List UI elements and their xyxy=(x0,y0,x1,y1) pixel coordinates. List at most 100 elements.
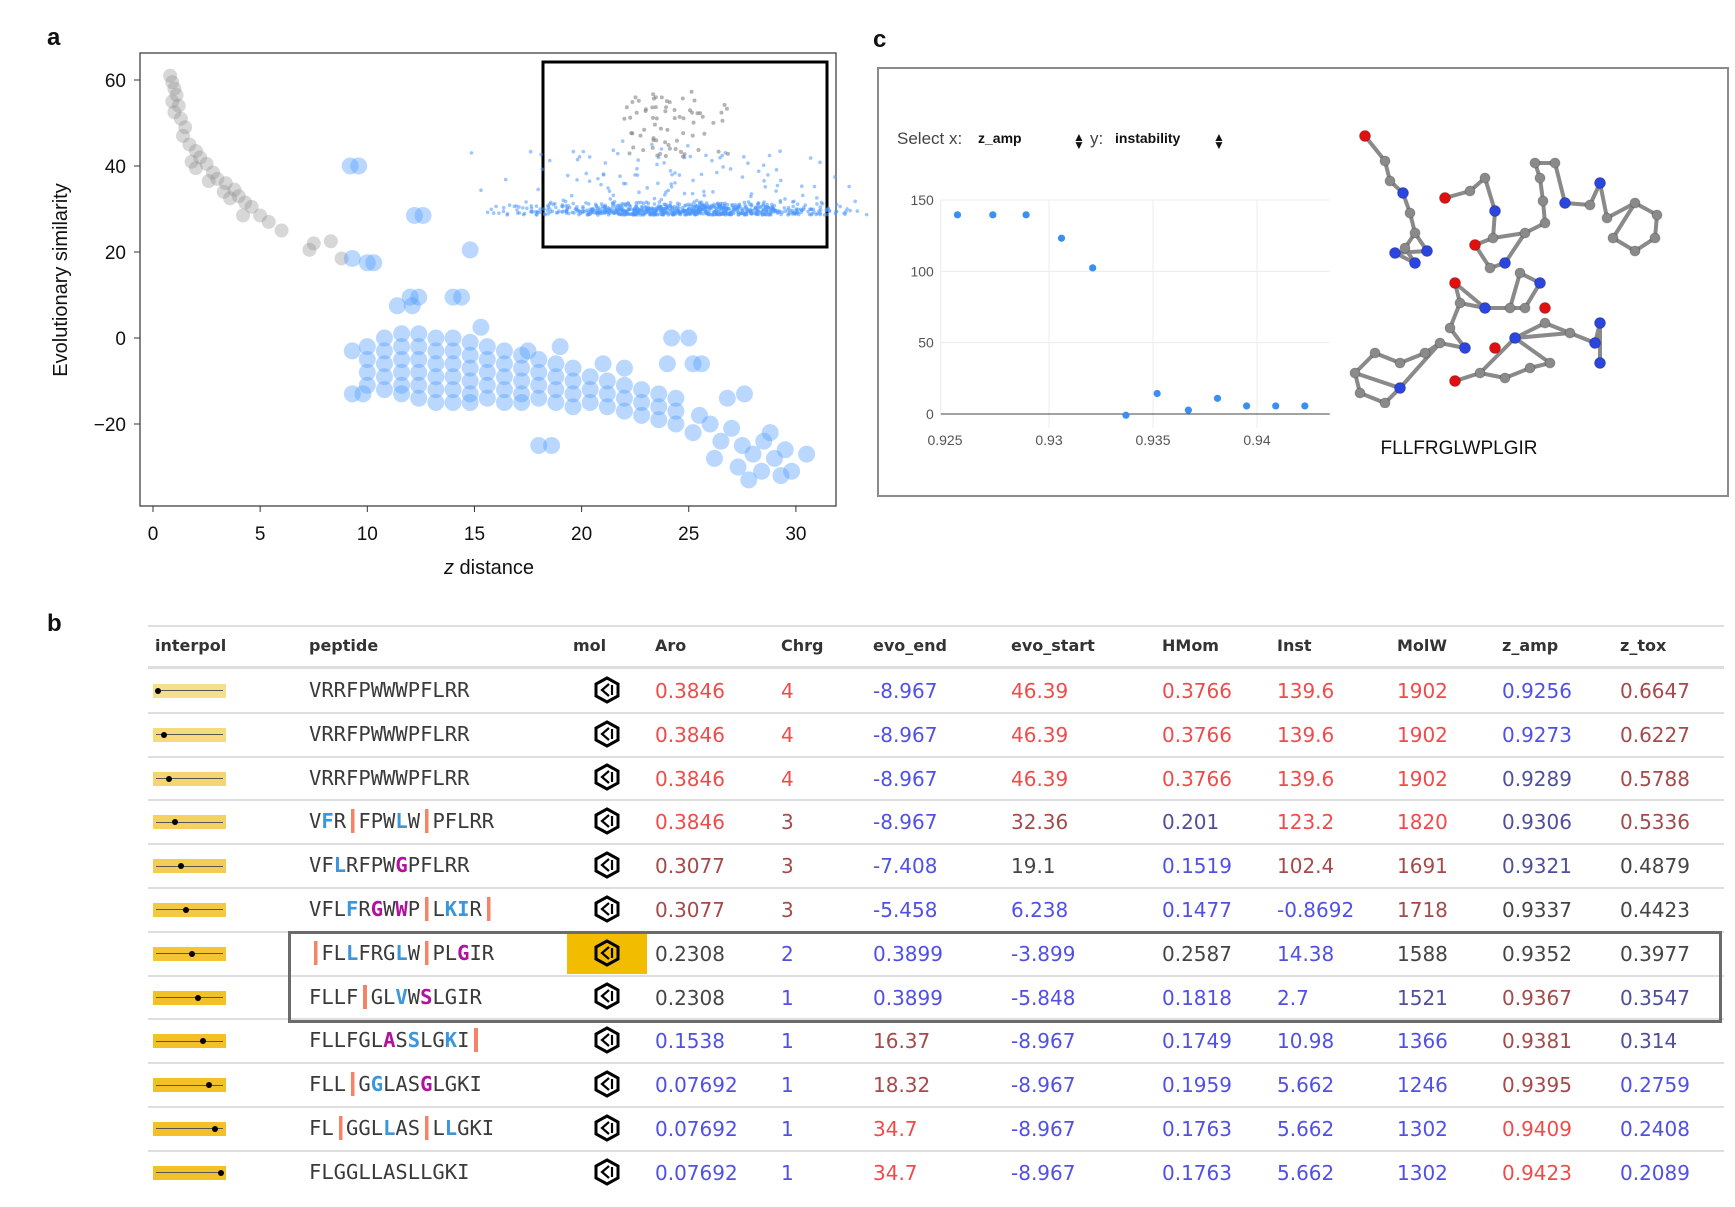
data-point[interactable] xyxy=(989,211,997,219)
column-header-z-amp[interactable]: z_amp xyxy=(1502,636,1559,655)
view-molecule-button[interactable] xyxy=(567,976,647,1018)
blue-point xyxy=(658,355,676,373)
data-point[interactable] xyxy=(1243,402,1251,410)
inset-blue-point xyxy=(710,158,714,163)
view-molecule-button[interactable] xyxy=(567,1019,647,1061)
cell-z-tox: 0.6647 xyxy=(1620,678,1690,703)
blue-point xyxy=(461,333,479,351)
inset-blue-point xyxy=(670,172,674,177)
gray-point xyxy=(210,171,225,186)
gray-point xyxy=(188,143,203,158)
column-header-mol[interactable]: mol xyxy=(573,636,607,655)
inset-gray-point xyxy=(682,152,687,157)
inset-blue-point xyxy=(575,209,580,213)
inset-gray-point xyxy=(716,149,721,154)
view-molecule-button[interactable] xyxy=(567,713,647,755)
slider-dot xyxy=(189,950,196,957)
column-header-interpol[interactable]: interpol xyxy=(155,636,227,655)
inset-blue-point xyxy=(690,191,695,196)
atom-N xyxy=(1479,302,1491,314)
atom-N xyxy=(1534,277,1546,289)
view-molecule-button[interactable] xyxy=(567,1151,647,1193)
inset-blue-point xyxy=(725,202,730,207)
inset-gray-point xyxy=(631,145,636,150)
inset-blue-point xyxy=(762,179,766,183)
inset-blue-point xyxy=(820,202,825,206)
inset-blue-point xyxy=(791,204,795,209)
inset-gray-point xyxy=(630,131,635,136)
view-molecule-button[interactable] xyxy=(567,1063,647,1105)
blue-point xyxy=(753,462,771,480)
atom-C xyxy=(1504,302,1516,314)
blue-point xyxy=(633,394,651,411)
inset-blue-point xyxy=(834,202,839,207)
select-y-dropdown[interactable]: instability ▲ ▼ xyxy=(1115,130,1225,151)
inset-blue-point xyxy=(711,190,715,194)
data-point[interactable] xyxy=(953,211,962,219)
y-tick-label: 0 xyxy=(926,406,934,422)
plot-frame xyxy=(139,52,837,507)
inset-blue-point xyxy=(749,192,754,196)
inset-blue-point xyxy=(546,203,550,208)
bond xyxy=(1606,201,1636,220)
inset-blue-point xyxy=(800,193,805,198)
data-point[interactable] xyxy=(1022,211,1030,219)
view-molecule-button[interactable] xyxy=(567,669,647,711)
data-point[interactable] xyxy=(1057,234,1066,242)
atom-C xyxy=(1384,175,1396,187)
column-header-evo-start[interactable]: evo_start xyxy=(1011,636,1095,655)
sequence-segment: PL xyxy=(432,940,458,965)
molecule-3d-view[interactable] xyxy=(1340,128,1690,408)
inset-points xyxy=(469,89,869,217)
cell-z-amp: 0.9381 xyxy=(1502,1029,1572,1054)
inset-gray-point xyxy=(702,131,707,136)
column-header-z-tox[interactable]: z_tox xyxy=(1620,636,1667,655)
inset-blue-point xyxy=(809,207,814,212)
data-point[interactable] xyxy=(1153,389,1161,398)
data-point[interactable] xyxy=(1272,402,1280,410)
view-molecule-button[interactable] xyxy=(567,800,647,842)
inset-blue-point xyxy=(564,209,569,213)
cell-chrg: 1 xyxy=(781,1160,794,1185)
data-point[interactable] xyxy=(1301,402,1309,410)
data-point[interactable] xyxy=(1089,264,1097,272)
select-x-dropdown[interactable]: z_amp ▲ ▼ xyxy=(978,130,1085,151)
inset-blue-point xyxy=(602,204,607,209)
inset-gray-point xyxy=(651,92,656,97)
view-molecule-button[interactable] xyxy=(567,888,647,930)
inset-gray-point xyxy=(681,116,686,121)
column-header-molw[interactable]: MolW xyxy=(1397,636,1448,655)
inset-blue-point xyxy=(618,174,622,179)
inset-blue-point xyxy=(687,211,691,216)
column-header-peptide[interactable]: peptide xyxy=(309,636,379,655)
column-header-aro[interactable]: Aro xyxy=(655,636,687,655)
cell-aro: 0.1538 xyxy=(655,1029,725,1054)
data-point[interactable] xyxy=(1213,394,1222,402)
column-header-chrg[interactable]: Chrg xyxy=(781,636,824,655)
inset-gray-point xyxy=(652,122,657,127)
column-header-hmom[interactable]: HMom xyxy=(1162,636,1219,655)
slider-dot xyxy=(218,1169,224,1176)
data-point[interactable] xyxy=(1184,406,1192,414)
column-header-inst[interactable]: Inst xyxy=(1277,636,1312,655)
data-point[interactable] xyxy=(1122,411,1130,419)
view-molecule-button[interactable] xyxy=(567,931,647,974)
cell-chrg: 4 xyxy=(781,678,794,703)
cell-hmom: 0.3766 xyxy=(1162,678,1232,703)
atom-C xyxy=(1537,195,1549,207)
blue-point xyxy=(701,415,719,433)
cell-aro: 0.3077 xyxy=(655,854,725,879)
sequence-segment: IR xyxy=(469,940,495,965)
inset-blue-point xyxy=(833,175,837,179)
gray-point xyxy=(227,182,242,197)
atom-C xyxy=(1394,357,1406,369)
inset-gray-point xyxy=(688,108,693,113)
view-molecule-button[interactable] xyxy=(567,1107,647,1149)
column-header-evo-end[interactable]: evo_end xyxy=(873,636,947,655)
inset-blue-point xyxy=(521,206,525,210)
view-molecule-button[interactable] xyxy=(567,844,647,886)
gray-point xyxy=(167,105,182,120)
view-molecule-button[interactable] xyxy=(567,757,647,799)
atom-O xyxy=(1449,277,1461,289)
inset-gray-point xyxy=(722,102,727,107)
